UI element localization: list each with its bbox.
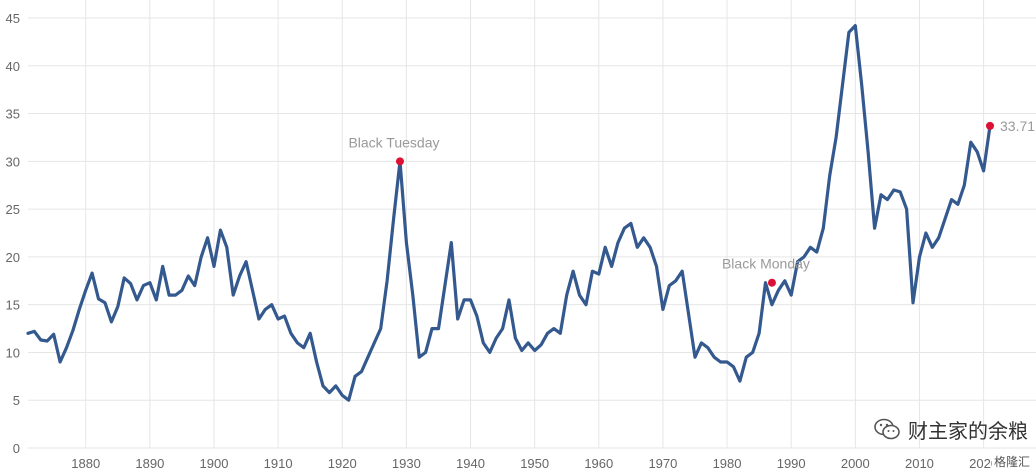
wechat-icon bbox=[874, 418, 900, 440]
y-tick-label: 5 bbox=[13, 393, 20, 408]
y-tick-label: 0 bbox=[13, 441, 20, 456]
y-tick-label: 45 bbox=[6, 11, 20, 26]
x-tick-label: 1900 bbox=[200, 456, 229, 471]
x-tick-label: 2020 bbox=[969, 456, 998, 471]
y-tick-label: 40 bbox=[6, 59, 20, 74]
x-tick-label: 1920 bbox=[328, 456, 357, 471]
x-tick-label: 1890 bbox=[135, 456, 164, 471]
annotation-marker bbox=[767, 278, 776, 287]
x-tick-label: 1940 bbox=[456, 456, 485, 471]
x-axis-ticks: 1880 1890 1900 1910 1920 1930 1940 1950 1960 1970… bbox=[71, 456, 998, 471]
x-tick-label: 2000 bbox=[841, 456, 870, 471]
y-tick-label: 25 bbox=[6, 202, 20, 217]
y-axis-ticks: 0 5 10 15 20 25 30 35 40 45 bbox=[6, 11, 20, 456]
watermark: 财主家的余粮 bbox=[872, 414, 1028, 444]
x-tick-label: 1910 bbox=[264, 456, 293, 471]
annotation-label: Black Monday bbox=[722, 256, 810, 272]
x-tick-label: 2010 bbox=[905, 456, 934, 471]
annotation-marker bbox=[395, 157, 404, 166]
annotations: Black Tuesday Black Monday 33.71 bbox=[348, 118, 1035, 287]
x-tick-label: 1930 bbox=[392, 456, 421, 471]
x-tick-label: 1950 bbox=[520, 456, 549, 471]
x-tick-label: 1960 bbox=[584, 456, 613, 471]
brand-logo: 格隆汇 bbox=[991, 453, 1032, 470]
grid-lines bbox=[28, 0, 1036, 449]
x-tick-label: 1990 bbox=[777, 456, 806, 471]
annotation-label: Black Tuesday bbox=[348, 134, 439, 150]
x-tick-label: 1980 bbox=[713, 456, 742, 471]
x-tick-label: 1880 bbox=[71, 456, 100, 471]
y-tick-label: 20 bbox=[6, 250, 20, 265]
annotation-marker bbox=[986, 121, 994, 130]
watermark-text: 财主家的余粮 bbox=[908, 418, 1028, 443]
x-tick-label: 1970 bbox=[648, 456, 677, 471]
y-tick-label: 10 bbox=[6, 345, 20, 360]
annotation-label: 33.71 bbox=[1000, 118, 1035, 134]
y-tick-label: 35 bbox=[6, 107, 20, 122]
y-tick-label: 30 bbox=[6, 154, 20, 169]
y-tick-label: 15 bbox=[6, 298, 20, 313]
series-line bbox=[26, 24, 992, 402]
